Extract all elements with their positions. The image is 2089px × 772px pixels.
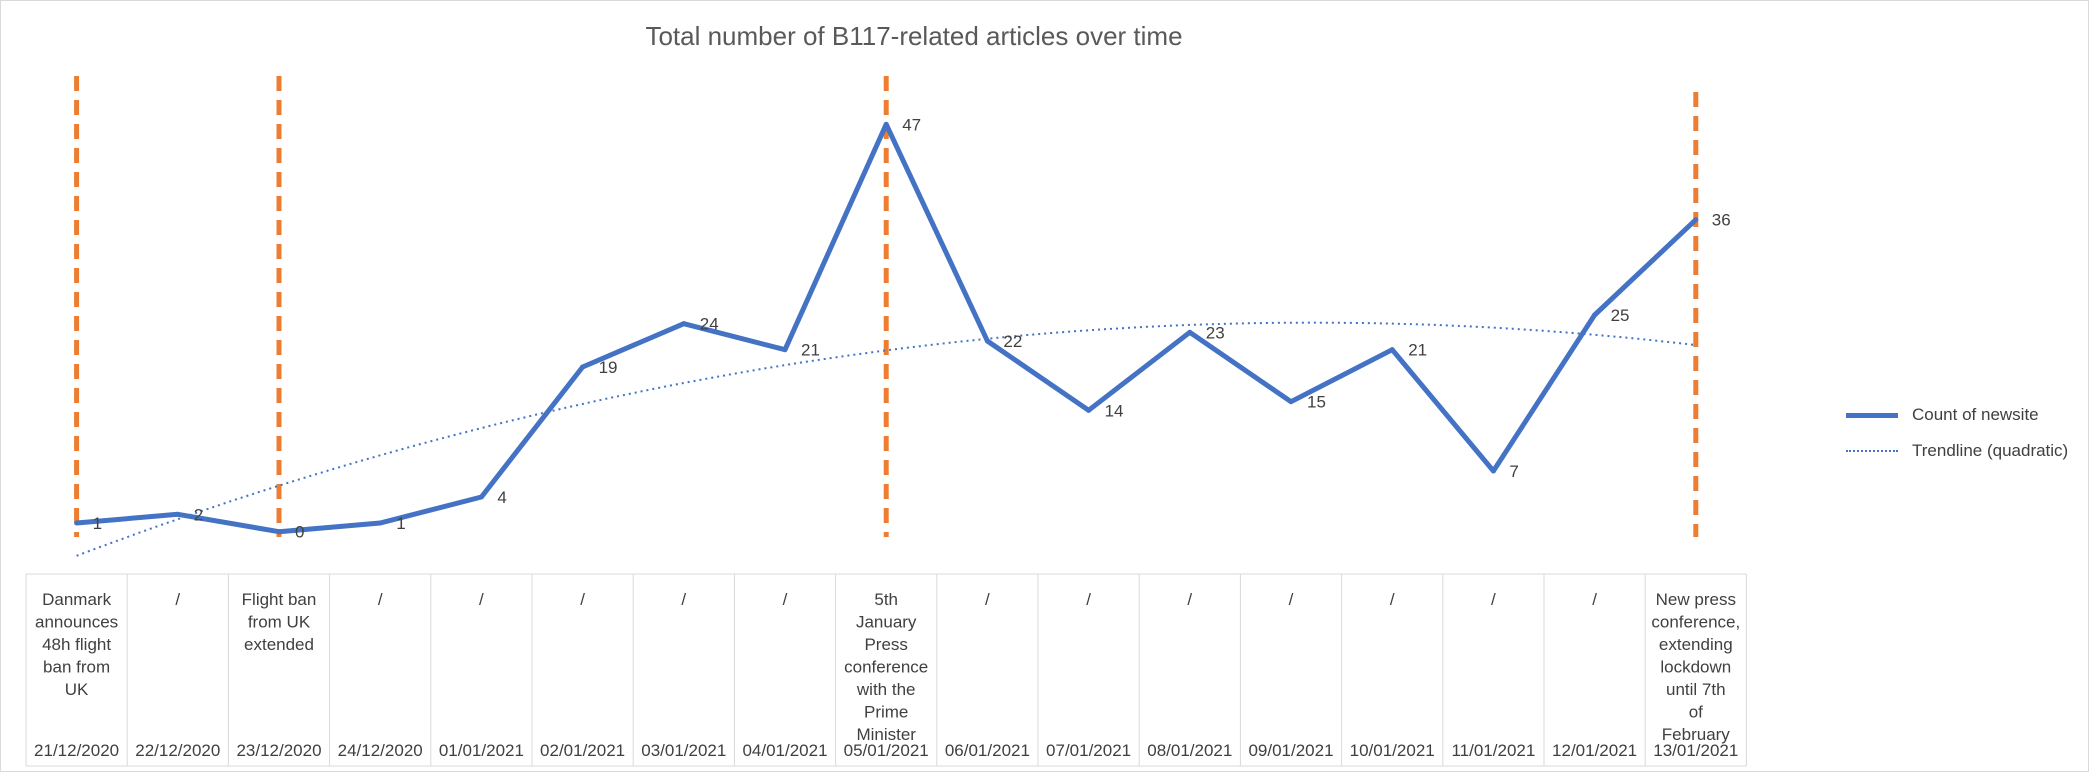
category-annotation: / (378, 590, 383, 609)
x-tick-label: 10/01/2021 (1350, 741, 1435, 760)
x-tick-label: 22/12/2020 (135, 741, 220, 760)
x-tick-label: 06/01/2021 (945, 741, 1030, 760)
data-label: 0 (295, 523, 304, 542)
data-label: 47 (902, 115, 921, 134)
data-point (175, 511, 181, 517)
x-tick-label: 03/01/2021 (641, 741, 726, 760)
category-annotation: / (580, 590, 585, 609)
x-tick-label: 11/01/2021 (1451, 741, 1535, 760)
data-point (782, 347, 788, 353)
data-point (1187, 329, 1193, 335)
data-label: 14 (1105, 401, 1124, 420)
category-annotation: / (1086, 590, 1091, 609)
legend-label-count: Count of newsite (1912, 405, 2039, 424)
data-label: 2 (194, 505, 203, 524)
data-label: 1 (396, 514, 405, 533)
series-layer (74, 121, 1699, 535)
category-annotation: / (479, 590, 484, 609)
x-tick-label: 01/01/2021 (439, 741, 524, 760)
data-point (1693, 217, 1699, 223)
data-point (74, 520, 80, 526)
legend-label-trendline: Trendline (quadratic) (1912, 441, 2069, 460)
data-point (883, 121, 889, 127)
x-tick-label: 12/01/2021 (1552, 741, 1637, 760)
data-label: 7 (1509, 462, 1518, 481)
data-point (1490, 468, 1496, 474)
data-label: 15 (1307, 393, 1326, 412)
data-point (276, 529, 282, 535)
legend-swatch-line (1846, 412, 1898, 418)
data-label: 1 (93, 514, 102, 533)
data-label: 21 (1408, 341, 1427, 360)
x-tick-label: 08/01/2021 (1147, 741, 1232, 760)
legend-item-trendline[interactable]: Trendline (quadratic) (1846, 433, 2068, 469)
category-annotation: / (783, 590, 788, 609)
data-label: 36 (1712, 211, 1731, 230)
chart-title: Total number of B117-related articles ov… (645, 21, 1183, 51)
category-annotation: Danmark announces 48h flight ban from UK (35, 590, 118, 699)
x-tick-label: 13/01/2021 (1653, 741, 1738, 760)
x-tick-label: 02/01/2021 (540, 741, 625, 760)
category-annotation: / (1289, 590, 1294, 609)
x-tick-label: 04/01/2021 (742, 741, 827, 760)
data-label: 22 (1003, 332, 1022, 351)
category-annotation: New press conference, extending lockdown unt… (1651, 590, 1740, 744)
data-point (1592, 312, 1598, 318)
legend: Count of newsite Trendline (quadratic) (1846, 397, 2068, 469)
data-point (1288, 399, 1294, 405)
category-annotation: / (175, 590, 180, 609)
category-annotation: / (1592, 590, 1597, 609)
category-table: 21/12/2020 Danmark announces 48h flight ban … (25, 573, 1747, 767)
data-point (478, 494, 484, 500)
category-annotation: / (1491, 590, 1496, 609)
data-label: 24 (700, 315, 719, 334)
data-point (1086, 407, 1092, 413)
category-annotation: 5th January Press conference with the Prime Mi… (844, 590, 928, 744)
data-label: 4 (497, 488, 506, 507)
data-point (681, 321, 687, 327)
x-tick-label: 07/01/2021 (1046, 741, 1131, 760)
data-label: 25 (1611, 306, 1630, 325)
data-label: 19 (599, 358, 618, 377)
event-markers (74, 76, 1699, 537)
x-tick-label: 24/12/2020 (338, 741, 423, 760)
x-tick-label: 21/12/2020 (34, 741, 119, 760)
data-point (377, 520, 383, 526)
category-annotation: / (1390, 590, 1395, 609)
data-point (984, 338, 990, 344)
category-annotation: / (985, 590, 990, 609)
data-point (580, 364, 586, 370)
category-annotation: / (1187, 590, 1192, 609)
x-tick-label: 23/12/2020 (236, 741, 321, 760)
x-tick-label: 05/01/2021 (844, 741, 929, 760)
legend-item-count[interactable]: Count of newsite (1846, 397, 2068, 433)
category-annotation: Flight ban from UK extended (242, 590, 317, 654)
data-label: 21 (801, 341, 820, 360)
legend-swatch-dotted (1846, 450, 1898, 452)
data-point (1389, 347, 1395, 353)
x-tick-label: 09/01/2021 (1248, 741, 1333, 760)
category-annotation: / (681, 590, 686, 609)
data-label: 23 (1206, 323, 1225, 342)
